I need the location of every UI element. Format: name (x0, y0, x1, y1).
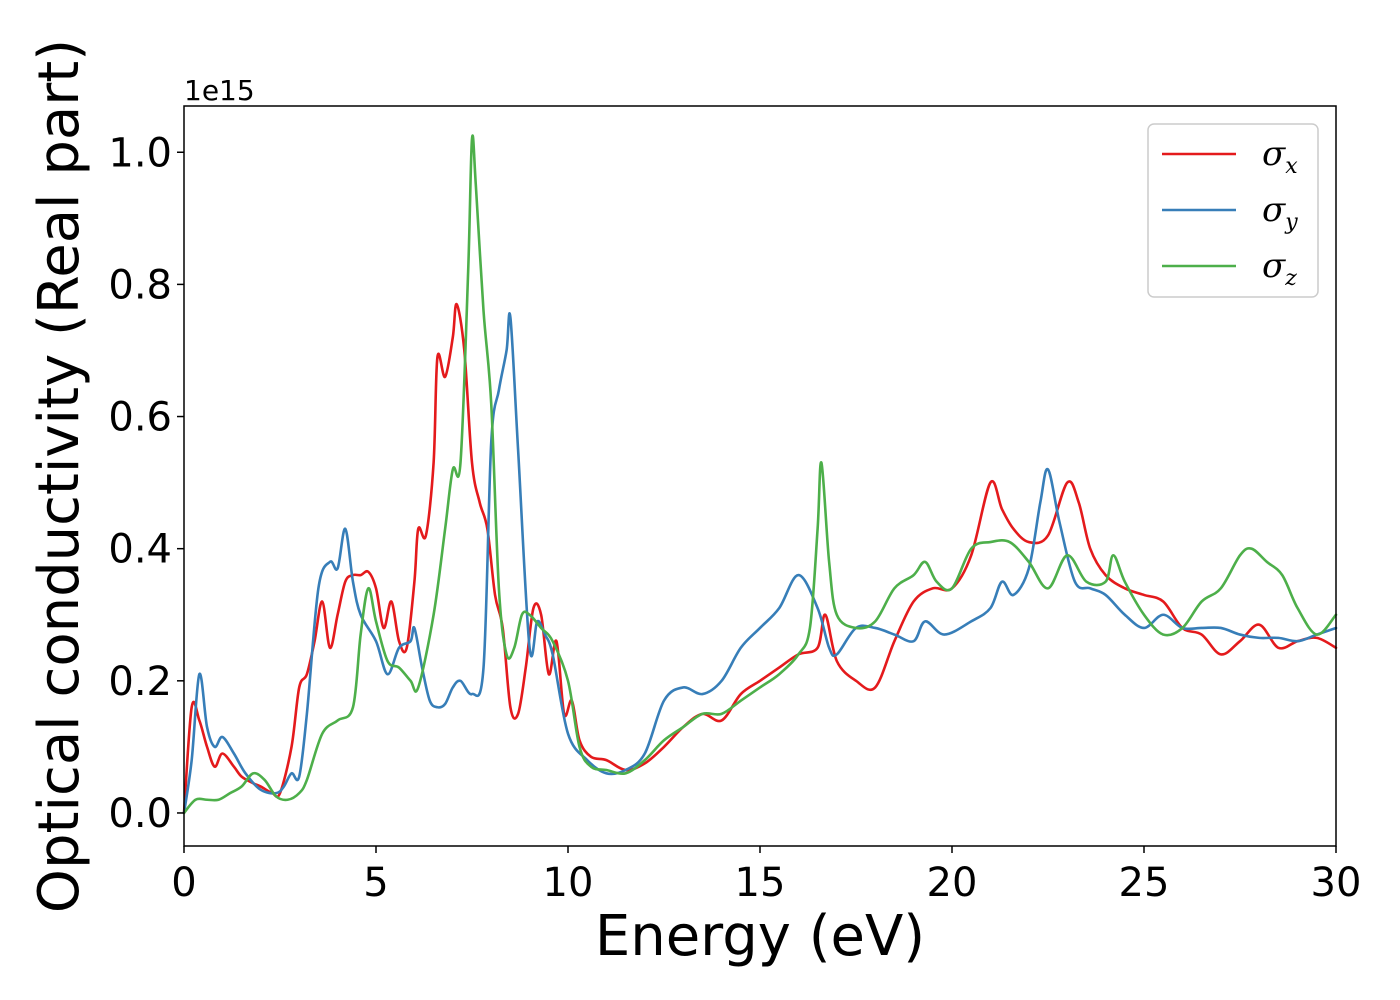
legend: σx σy σz (1147, 123, 1319, 298)
legend-label-z: σz (1262, 246, 1297, 291)
x-axis-ticks: 0 5 10 15 20 25 30 (171, 846, 1361, 906)
y-tick-label: 0.6 (108, 395, 172, 441)
y-tick-label: 1.0 (108, 130, 172, 176)
series-line-x (182, 302, 1338, 815)
x-tick-label: 20 (927, 860, 978, 906)
x-tick-label: 10 (543, 860, 594, 906)
legend-label-x: σx (1262, 134, 1298, 179)
x-tick-label: 5 (363, 860, 388, 906)
y-axis-offset-label: 1e15 (184, 74, 255, 107)
y-axis-ticks: 0.0 0.2 0.4 0.6 0.8 1.0 (108, 130, 184, 837)
series-layer (182, 134, 1338, 815)
series-line-y (182, 312, 1338, 815)
x-tick-label: 25 (1119, 860, 1170, 906)
legend-label-y: σy (1262, 190, 1298, 235)
series-line-z (182, 134, 1338, 815)
y-tick-label: 0.2 (108, 659, 172, 705)
x-axis-title: Energy (eV) (595, 904, 925, 969)
y-axis-title: Optical conductivity (Real part) (27, 39, 92, 913)
y-tick-label: 0.0 (108, 791, 172, 837)
y-tick-label: 0.8 (108, 262, 172, 308)
x-tick-label: 0 (171, 860, 196, 906)
x-tick-label: 15 (735, 860, 786, 906)
x-tick-label: 30 (1311, 860, 1362, 906)
y-tick-label: 0.4 (108, 527, 172, 573)
